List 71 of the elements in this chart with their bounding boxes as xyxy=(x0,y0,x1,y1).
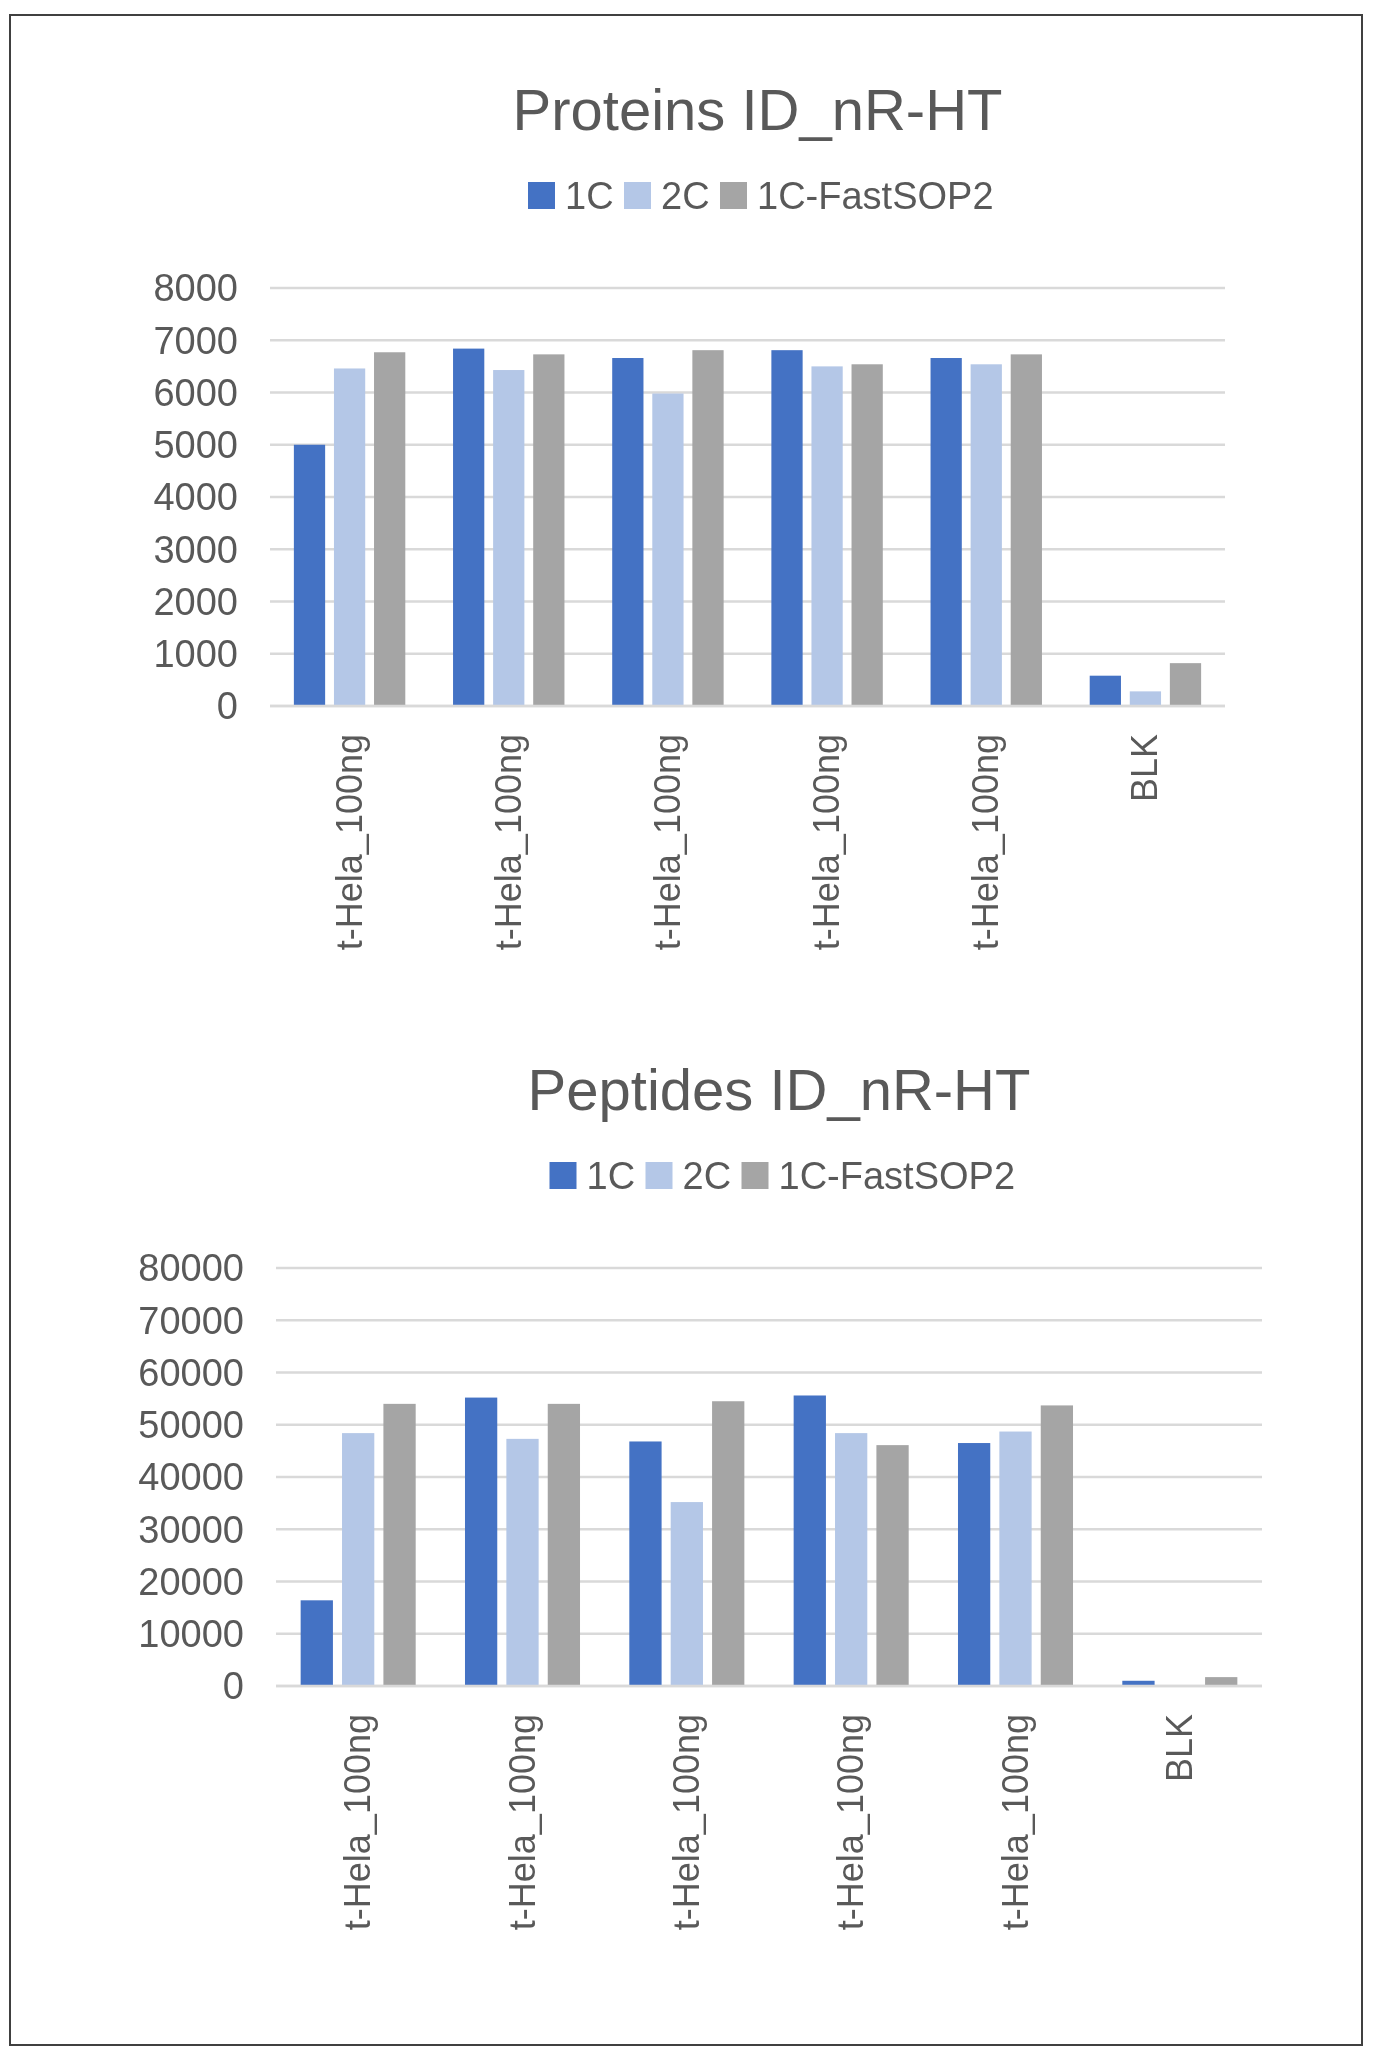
bar xyxy=(547,1403,581,1686)
y-tick-label: 6000 xyxy=(153,371,238,414)
x-tick-label: BLK xyxy=(1124,734,1166,803)
bar xyxy=(300,1600,333,1686)
legend-label: 1C-FastSOP2 xyxy=(778,1155,1016,1198)
y-tick-label: 70000 xyxy=(138,1299,244,1342)
y-tick-label: 2000 xyxy=(153,580,238,623)
bar xyxy=(670,1502,703,1686)
y-tick-label: 30000 xyxy=(138,1508,244,1551)
bar xyxy=(293,444,326,706)
bar xyxy=(493,370,525,706)
bar xyxy=(383,1403,416,1686)
legend-label: 2C xyxy=(661,175,710,218)
bar xyxy=(999,1431,1032,1686)
y-tick-label: 4000 xyxy=(153,476,238,519)
bar xyxy=(1089,675,1121,706)
y-tick-label: 10000 xyxy=(138,1613,244,1656)
bar xyxy=(453,348,485,706)
x-tick-label: t-Hela_100ng xyxy=(328,734,370,951)
bar xyxy=(652,393,684,706)
y-tick-label: 0 xyxy=(222,1665,244,1708)
y-tick-label: 5000 xyxy=(153,424,238,467)
bar xyxy=(612,358,644,706)
x-tick-label: t-Hela_100ng xyxy=(994,1714,1036,1931)
bar xyxy=(876,1445,909,1686)
bar xyxy=(1040,1405,1074,1686)
bar xyxy=(835,1433,868,1686)
bar xyxy=(374,352,406,706)
bar xyxy=(712,1401,745,1686)
bar xyxy=(629,1441,662,1686)
y-tick-label: 80000 xyxy=(138,1247,244,1290)
legend-label: 2C xyxy=(682,1155,732,1198)
bar xyxy=(506,1438,539,1686)
y-tick-label: 1000 xyxy=(153,633,238,676)
legend-label: 1C xyxy=(586,1155,636,1198)
legend-label: 1C-FastSOP2 xyxy=(757,175,994,218)
bar xyxy=(957,1443,991,1686)
bar xyxy=(1129,691,1162,706)
bar xyxy=(793,1395,826,1686)
y-tick-label: 7000 xyxy=(153,319,238,362)
legend-label: 1C xyxy=(565,175,614,218)
bar xyxy=(851,364,883,706)
bar xyxy=(464,1397,498,1686)
y-tick-label: 20000 xyxy=(138,1560,244,1603)
chart-title: Proteins ID_nR-HT xyxy=(512,77,1003,142)
x-tick-label: t-Hela_100ng xyxy=(487,734,529,951)
bar xyxy=(533,354,565,706)
y-tick-label: 60000 xyxy=(138,1351,244,1394)
bar xyxy=(811,366,843,706)
y-tick-label: 8000 xyxy=(153,267,238,310)
x-tick-label: t-Hela_100ng xyxy=(806,734,848,951)
y-tick-label: 40000 xyxy=(138,1456,244,1499)
x-tick-label: t-Hela_100ng xyxy=(965,734,1007,951)
bar xyxy=(930,358,962,706)
x-tick-label: t-Hela_100ng xyxy=(665,1714,707,1931)
y-tick-label: 0 xyxy=(216,685,238,728)
bar xyxy=(342,1433,375,1686)
y-tick-label: 3000 xyxy=(153,528,238,571)
y-tick-label: 50000 xyxy=(138,1404,244,1447)
bar xyxy=(771,350,803,706)
bar xyxy=(970,364,1002,706)
x-tick-label: t-Hela_100ng xyxy=(646,734,688,951)
bar xyxy=(692,350,724,706)
x-tick-label: t-Hela_100ng xyxy=(501,1714,543,1931)
bar xyxy=(333,368,366,706)
x-tick-label: t-Hela_100ng xyxy=(337,1714,379,1931)
chart-title: Peptides ID_nR-HT xyxy=(527,1057,1031,1122)
x-tick-label: t-Hela_100ng xyxy=(830,1714,872,1931)
x-tick-label: BLK xyxy=(1158,1714,1200,1783)
bar xyxy=(1010,354,1042,706)
bar xyxy=(1169,663,1202,706)
